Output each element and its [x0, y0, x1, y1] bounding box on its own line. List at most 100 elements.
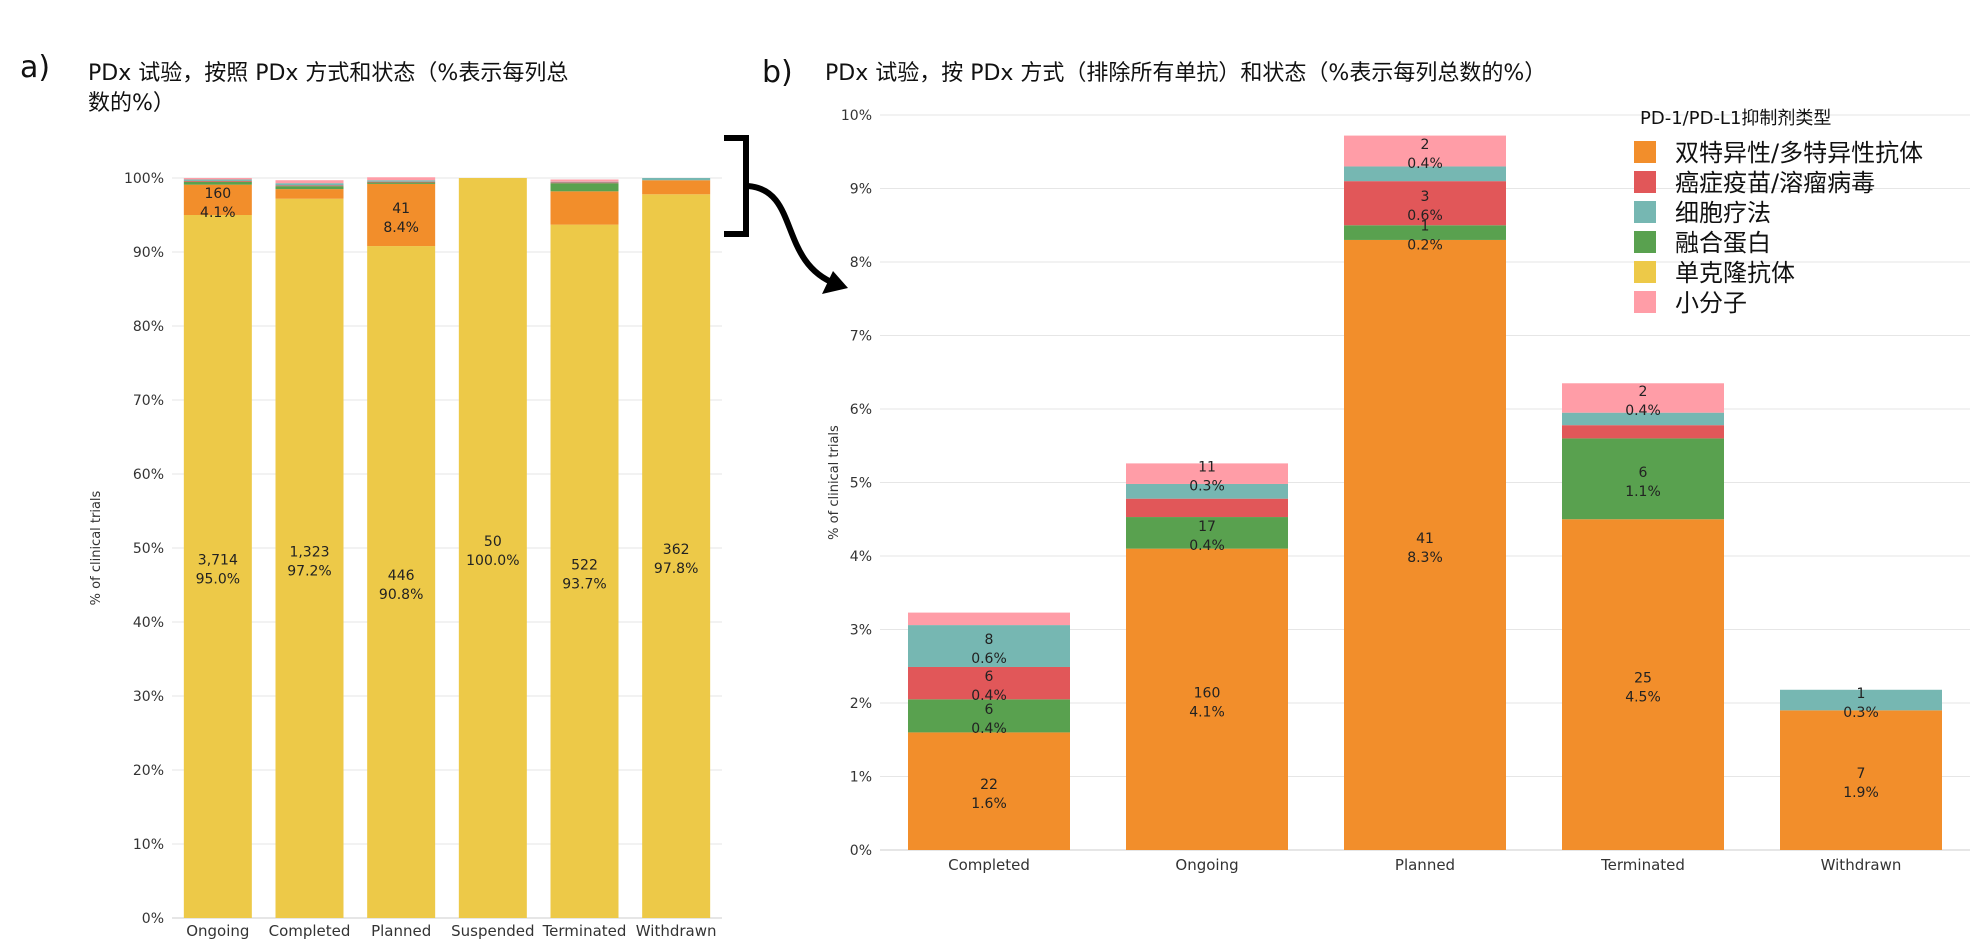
chart-b-bar-segment [1126, 483, 1288, 499]
chart-b-bar-segment [1344, 225, 1506, 240]
chart-a-y-axis-label: % of clinical trials [89, 490, 104, 605]
chart-b-data-label-count: 160 [1194, 685, 1221, 701]
zoom-arrow-line [747, 183, 838, 287]
chart-b-data-label-pct: 0.3% [1843, 705, 1879, 721]
chart-b-ytick-label: 9% [850, 182, 872, 198]
legend-item-label: 细胞疗法 [1675, 199, 1771, 227]
chart-b-bar-segment [1780, 710, 1942, 850]
chart-a-ytick-label: 30% [133, 689, 164, 705]
legend-item-label: 融合蛋白 [1675, 229, 1771, 257]
chart-b-bar-segment [908, 699, 1070, 733]
chart-b-data-label-pct: 0.6% [971, 651, 1007, 667]
chart-b-data-label-pct: 0.4% [1625, 403, 1661, 419]
chart-b-bar-segment [1126, 498, 1288, 518]
chart-b: 0% 1% 2% 3% 4% 5% 6% 7% 8% 9% 10% % of clinical tri… [827, 108, 1970, 874]
chart-b-category-label: Withdrawn [1821, 856, 1902, 874]
chart-a-bar-segment [458, 178, 527, 918]
chart-b-data-label-count: 2 [1639, 384, 1648, 400]
chart-a-bar-segment [367, 246, 436, 918]
chart-a-bar-segment [550, 191, 619, 225]
chart-b-data-label-count: 8 [985, 632, 994, 648]
panel-b-title: PDx 试验，按 PDx 方式（排除所有单抗）和状态（%表示每列总数的%） [825, 61, 1546, 86]
chart-b-bar-segment [1344, 166, 1506, 182]
chart-b-bar-segment [1562, 412, 1724, 426]
chart-b-data-label-count: 2 [1421, 137, 1430, 153]
chart-a-ytick-label: 100% [124, 171, 164, 187]
chart-a-bar-segment [275, 183, 344, 186]
chart-a-ytick-label: 10% [133, 837, 164, 853]
chart-a-bar-segment [642, 178, 711, 181]
legend-title: PD-1/PD-L1抑制剂类型 [1640, 108, 1831, 129]
chart-a-data-label-count: 362 [663, 542, 690, 558]
legend-item-label: 单克隆抗体 [1675, 259, 1795, 287]
chart-b-bar-segment [1126, 463, 1288, 484]
chart-a-ytick-label: 40% [133, 615, 164, 631]
chart-b-data-label-pct: 4.1% [1189, 704, 1225, 720]
chart-a-bar-segment [275, 180, 344, 184]
legend-item-label: 双特异性/多特异性抗体 [1675, 139, 1923, 167]
chart-b-data-label-count: 6 [1639, 465, 1648, 481]
chart-b-data-label-count: 3 [1421, 189, 1430, 205]
chart-b-bar-segment [908, 612, 1070, 626]
chart-b-data-label-count: 25 [1634, 671, 1652, 687]
panel-a-title-line1: PDx 试验，按照 PDx 方式和状态（%表示每列总 [88, 61, 568, 86]
chart-a-bar-segment [183, 179, 252, 181]
chart-a-data-label-pct: 100.0% [466, 553, 519, 569]
chart-b-bar-segment [908, 625, 1070, 667]
chart-a-bar-segment [642, 194, 711, 918]
chart-a-category-label: Withdrawn [636, 922, 717, 940]
legend-swatch [1634, 291, 1656, 313]
chart-a-ytick-label: 90% [133, 245, 164, 261]
chart-b-ytick-label: 6% [850, 402, 872, 418]
chart-b-bar-segment [1562, 383, 1724, 413]
chart-a-ytick-label: 50% [133, 541, 164, 557]
chart-b-data-label-count: 7 [1857, 766, 1866, 782]
chart-a-data-label-pct: 97.2% [287, 563, 331, 579]
chart-a-data-label-pct: 97.8% [654, 561, 698, 577]
chart-a-ytick-label: 0% [142, 911, 164, 927]
chart-b-bar-segment [1344, 181, 1506, 226]
panel-a-letter: a) [20, 50, 50, 85]
chart-a-bar-segment [367, 177, 436, 181]
chart-a-bar-segment [367, 180, 436, 182]
chart-b-data-label-pct: 1.9% [1843, 785, 1879, 801]
chart-b-ytick-label: 2% [850, 696, 872, 712]
chart-a-bar-segment [183, 184, 252, 215]
chart-b-bar-segment [1344, 135, 1506, 167]
chart-a-data-label-count: 522 [571, 557, 598, 573]
chart-b-data-label-count: 6 [985, 669, 994, 685]
chart-a-category-label: Completed [269, 922, 351, 940]
chart-a-bar-segment [550, 179, 619, 182]
chart-b-ytick-label: 3% [850, 623, 872, 639]
chart-a-data-label-pct: 4.1% [200, 205, 236, 221]
chart-a-bar-segment [367, 183, 436, 247]
chart-a-ytick-label: 80% [133, 319, 164, 335]
chart-b-data-label-count: 41 [1416, 531, 1434, 547]
chart-a: 0% 10% 20% 30% 40% 50% 60% 70% 80% 90% 100% % of cl… [89, 171, 722, 940]
chart-b-bar-segment [1126, 517, 1288, 549]
chart-b-bar-segment [1780, 689, 1942, 711]
chart-a-bar-segment [275, 189, 344, 199]
chart-a-data-label-count: 1,323 [289, 544, 329, 560]
chart-b-data-label-pct: 0.4% [1407, 156, 1443, 172]
chart-a-data-label-count: 446 [388, 568, 415, 584]
chart-a-category-label: Planned [371, 922, 431, 940]
chart-b-ytick-label: 5% [850, 476, 872, 492]
chart-b-category-label: Planned [1395, 856, 1455, 874]
chart-b-data-label-pct: 0.4% [971, 688, 1007, 704]
legend-item-label: 小分子 [1675, 289, 1747, 317]
chart-b-ytick-label: 1% [850, 770, 872, 786]
chart-b-category-label: Completed [948, 856, 1030, 874]
chart-a-bar-segment [367, 181, 436, 183]
chart-b-category-label: Ongoing [1175, 856, 1238, 874]
chart-a-data-label-count: 41 [392, 201, 410, 217]
chart-b-data-label-count: 1 [1857, 686, 1866, 702]
chart-a-bar-segment [275, 198, 344, 919]
chart-b-data-label-count: 6 [985, 702, 994, 718]
chart-b-data-label-pct: 4.5% [1625, 690, 1661, 706]
chart-a-data-label-count: 50 [484, 534, 502, 550]
panel-b-letter: b) [762, 55, 793, 90]
chart-b-bar-segment [1126, 548, 1288, 850]
chart-b-data-label-pct: 1.1% [1625, 484, 1661, 500]
